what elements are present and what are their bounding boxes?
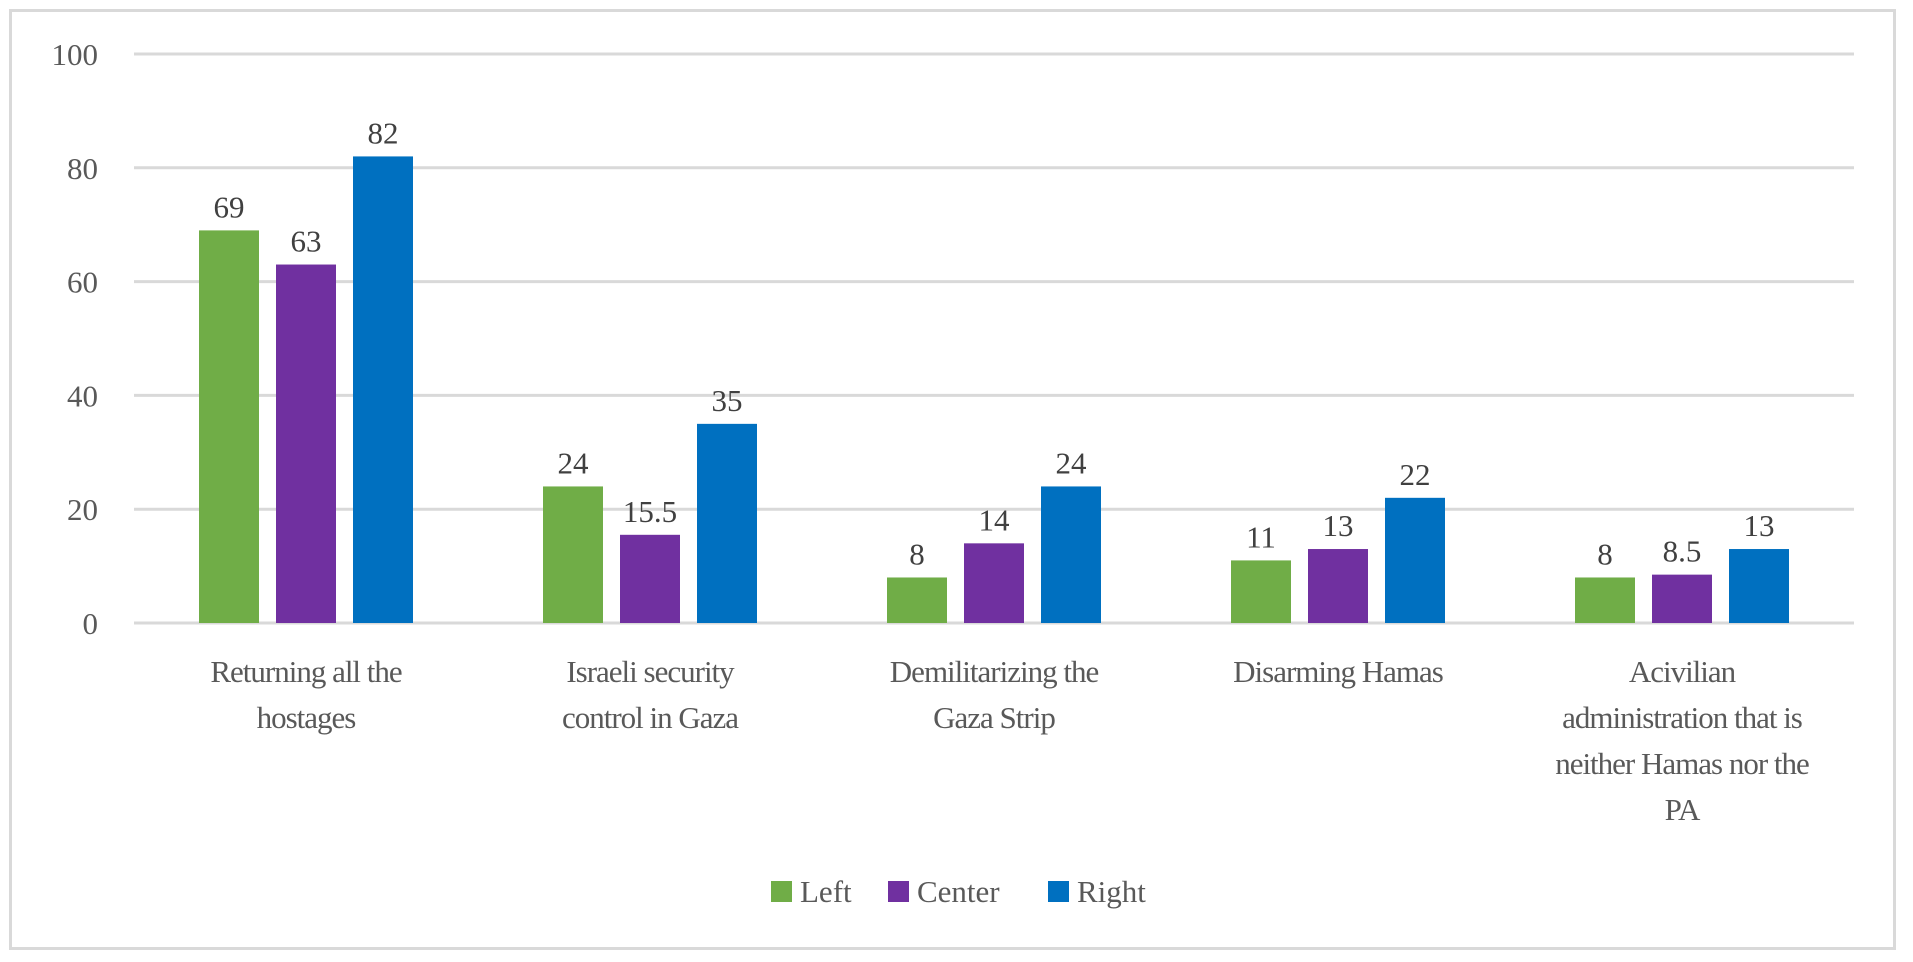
data-label: 13 [1744,508,1775,543]
y-axis-ticks: 0 20 40 60 80 100 [52,37,99,641]
bar-center [1652,574,1712,623]
data-label: 8.5 [1663,534,1702,569]
bar-left [199,230,259,623]
category-label-line: Israeli security [566,654,735,689]
category-label-line: hostages [257,700,356,735]
category-label: Disarming Hamas [1233,654,1443,689]
data-label: 82 [368,115,399,150]
data-label: 63 [291,224,322,259]
legend-label-center: Center [917,874,1000,909]
category-label-line: control in Gaza [562,700,739,735]
category-label-line: Gaza Strip [933,700,1055,735]
bar-center [620,534,680,623]
bar-center [1308,549,1368,623]
bar-right [353,156,413,624]
bar-right [1729,549,1789,623]
legend-swatch-center [888,881,909,902]
data-label: 69 [214,189,245,224]
data-label: 35 [712,383,743,418]
category-label: Demilitarizing the Gaza Strip [890,654,1099,735]
legend: Left Center Right [771,874,1146,909]
bar-left [887,577,947,623]
category-label: Acivilian administration that is neither H… [1555,654,1809,827]
bar-left [1231,560,1291,623]
legend-label-left: Left [800,874,852,909]
category-label-line: Returning all the [210,654,402,689]
gridlines [134,52,1854,625]
data-label: 11 [1246,519,1276,554]
category-label: Israeli security control in Gaza [562,654,739,735]
data-label: 14 [979,502,1011,537]
data-labels: 69 63 82 24 15.5 35 8 14 24 11 13 22 8 8.5 13 [214,115,1775,571]
y-tick-label: 60 [67,265,98,300]
category-label-line: PA [1665,792,1701,827]
bar-center [964,543,1024,623]
category-label-line: administration that is [1562,700,1802,735]
data-label: 24 [1056,445,1088,480]
data-label: 8 [909,536,925,571]
category-label: Returning all the hostages [210,654,402,735]
data-label: 24 [558,445,590,480]
data-label: 15.5 [623,494,677,529]
y-tick-label: 80 [67,151,98,186]
bar-left [1575,577,1635,623]
category-label-line: Demilitarizing the [890,654,1099,689]
data-label: 13 [1323,508,1354,543]
bar-right [697,423,757,623]
bar-right [1041,486,1101,623]
y-tick-label: 100 [52,37,99,72]
data-label: 22 [1400,457,1431,492]
data-label: 8 [1597,536,1613,571]
category-label-line: Acivilian [1629,654,1737,689]
bar-left [543,486,603,623]
bar-right [1385,497,1445,623]
y-tick-label: 0 [83,606,99,641]
category-label-line: neither Hamas nor the [1555,746,1809,781]
legend-swatch-right [1048,881,1069,902]
category-label-line: Disarming Hamas [1233,654,1443,689]
legend-swatch-left [771,881,792,902]
y-tick-label: 20 [67,492,98,527]
category-labels: Returning all the hostages Israeli securit… [210,654,1810,827]
bars [199,156,1789,624]
bar-center [276,264,336,623]
y-tick-label: 40 [67,378,98,413]
legend-label-right: Right [1077,874,1146,909]
